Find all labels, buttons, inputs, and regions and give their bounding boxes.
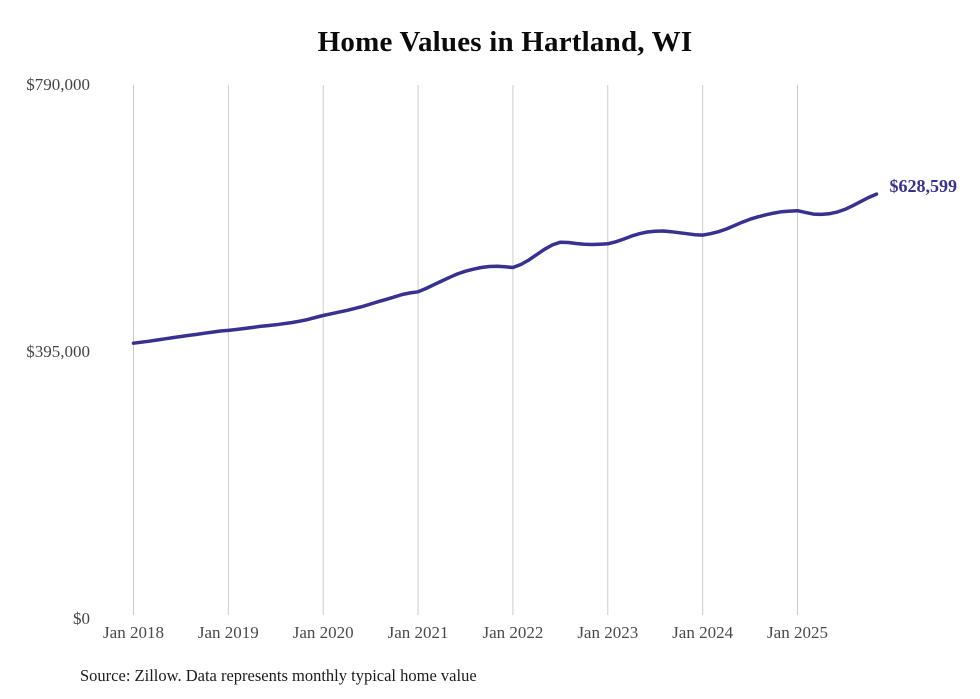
y-tick-label: $790,000 [26, 75, 90, 94]
x-tick-label: Jan 2020 [292, 623, 354, 642]
end-value-label: $628,599 [889, 176, 958, 197]
x-tick-label: Jan 2018 [103, 623, 164, 642]
x-tick-label: Jan 2021 [387, 623, 449, 642]
x-tick-label: Jan 2024 [672, 623, 734, 642]
y-tick-label: $0 [73, 609, 90, 628]
chart-title: Home Values in Hartland, WI [317, 26, 693, 58]
home-value-line [131, 192, 879, 345]
x-tick-label: Jan 2019 [197, 623, 259, 642]
x-tick-label: Jan 2023 [577, 623, 639, 642]
gridlines [133, 85, 798, 615]
source-note: Source: Zillow. Data represents monthly … [80, 666, 477, 685]
x-tick-label: Jan 2022 [482, 623, 544, 642]
y-tick-label: $395,000 [26, 342, 90, 361]
x-tick-label: Jan 2025 [767, 623, 828, 642]
